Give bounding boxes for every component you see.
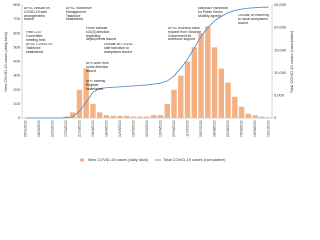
bar	[191, 47, 197, 118]
y-tick-label: 400	[13, 59, 20, 64]
bar	[265, 117, 272, 118]
x-tick-label: 08/02/2020	[37, 120, 41, 137]
y2-tick-label: 10,000	[274, 70, 287, 75]
annotation-box: APSC circular on COVID-19 sets arrangeme…	[24, 7, 50, 22]
bar	[184, 61, 191, 118]
annotation-box: Circular on COVID-safe transition to wor…	[104, 43, 134, 54]
y2-tick-label: 20,000	[274, 25, 287, 30]
bar	[130, 116, 137, 118]
legend-swatch	[80, 158, 84, 162]
x-tick-label: 30/05/2020	[145, 120, 149, 137]
bar	[245, 113, 252, 118]
bar	[76, 89, 83, 118]
legend-label: Total COVID-19 cases (cumulative)	[163, 157, 226, 162]
bar	[151, 115, 157, 118]
bar	[83, 68, 89, 118]
annotation-box: Prime Minister s21(3) direction regardin…	[86, 27, 116, 42]
y-tick-label: 0	[18, 115, 21, 120]
bar	[103, 115, 110, 118]
bar	[259, 116, 265, 118]
x-tick-label: 22/08/2020	[226, 120, 230, 137]
annotation-box: APSC Workforce Management Taskforce esta…	[66, 7, 92, 22]
annotation: APSC circular on COVID-19 sets arrangeme…	[24, 7, 50, 22]
bar	[205, 26, 211, 118]
x-tick-label: 22/02/2020	[50, 120, 54, 137]
bar	[157, 115, 164, 118]
bar	[90, 103, 96, 118]
x-tick-label: 03/10/2020	[267, 120, 271, 137]
x-tick-label: 02/05/2020	[118, 120, 122, 137]
y-tick-label: 200	[13, 87, 20, 92]
annotation-box: APS work from home direction issued	[86, 62, 109, 73]
y2-tick-label: 25,000	[274, 2, 287, 7]
x-tick-label: 16/05/2020	[131, 120, 135, 137]
bar	[171, 89, 177, 118]
x-tick-label: 04/04/2020	[91, 120, 95, 137]
annotation-box: First COO Committee meeting held	[26, 31, 46, 42]
x-tick-label: 27/06/2020	[172, 120, 176, 137]
y2-axis-title: Total COVID-19 cases (cumulative)	[289, 30, 294, 93]
bar	[110, 115, 116, 118]
bar	[144, 116, 150, 118]
bar	[164, 103, 170, 118]
annotation-box: APSC received initial request from Victo…	[168, 27, 202, 42]
y2-tick-label: 15,000	[274, 47, 287, 52]
bar	[137, 116, 143, 118]
bar	[211, 47, 218, 118]
x-tick-label: 19/09/2020	[253, 120, 257, 137]
bar	[198, 33, 204, 118]
x-tick-label: 18/04/2020	[104, 120, 108, 137]
x-tick-label: 21/03/2020	[77, 120, 81, 137]
annotation-box: National Framework for Public Sector Mob…	[198, 7, 229, 18]
annotation-box: Circular on returning to usual workplace…	[238, 14, 269, 25]
x-tick-label: 25/01/2020	[23, 120, 27, 137]
annotation: Circular on COVID-safe transition to wor…	[104, 43, 134, 54]
bar	[69, 112, 76, 118]
x-tick-label: 07/03/2020	[64, 120, 68, 137]
y-tick-label: 600	[13, 30, 20, 35]
annotation: APSC Workforce Management Taskforce esta…	[66, 7, 92, 22]
annotation: Circular on returning to usual workplace…	[238, 14, 269, 25]
bar	[218, 68, 225, 118]
bar	[97, 112, 103, 118]
chart: New COVID-19 cases (daily total) Total C…	[3, 2, 294, 162]
annotation: APS Mobility Register established	[86, 80, 106, 91]
x-tick-label: 08/08/2020	[212, 120, 216, 137]
annotation: APSC received initial request from Victo…	[168, 27, 202, 42]
annotation: National Framework for Public Sector Mob…	[198, 7, 229, 18]
y2-tick-label: 0	[274, 115, 277, 120]
annotation-box: APSC COVID-19 Taskforce established	[26, 43, 52, 54]
x-tick-label: 25/07/2020	[199, 120, 203, 137]
x-tick-label: 05/09/2020	[239, 120, 243, 137]
y-tick-label: 500	[13, 44, 20, 49]
y-axis-title: New COVID-19 cases (daily total)	[3, 31, 8, 91]
bar	[225, 82, 231, 118]
annotation: APSC COVID-19 Taskforce established	[26, 43, 52, 54]
bar	[63, 116, 69, 118]
annotation: APS work from home direction issued	[86, 62, 109, 73]
page: New COVID-19 cases (daily total) Total C…	[3, 2, 295, 163]
y2-tick-label: 5,000	[274, 92, 285, 97]
legend-label: New COVID-19 cases (daily total)	[88, 157, 148, 162]
annotation: First COO Committee meeting held	[26, 31, 46, 42]
bar	[124, 115, 130, 118]
annotation-box: APS Mobility Register established	[86, 80, 106, 91]
bar	[117, 115, 123, 118]
bar	[232, 96, 238, 118]
y-tick-label: 700	[13, 16, 20, 21]
annotation: Prime Minister s21(3) direction regardin…	[86, 27, 116, 42]
y-tick-label: 300	[13, 73, 20, 78]
y-tick-label: 800	[13, 2, 20, 7]
y-tick-label: 100	[13, 101, 20, 106]
x-tick-label: 13/06/2020	[158, 120, 162, 137]
bar	[178, 75, 184, 118]
bar	[252, 115, 258, 118]
bar	[238, 106, 245, 118]
x-tick-label: 11/07/2020	[185, 120, 189, 137]
cumulative-line	[25, 6, 269, 119]
